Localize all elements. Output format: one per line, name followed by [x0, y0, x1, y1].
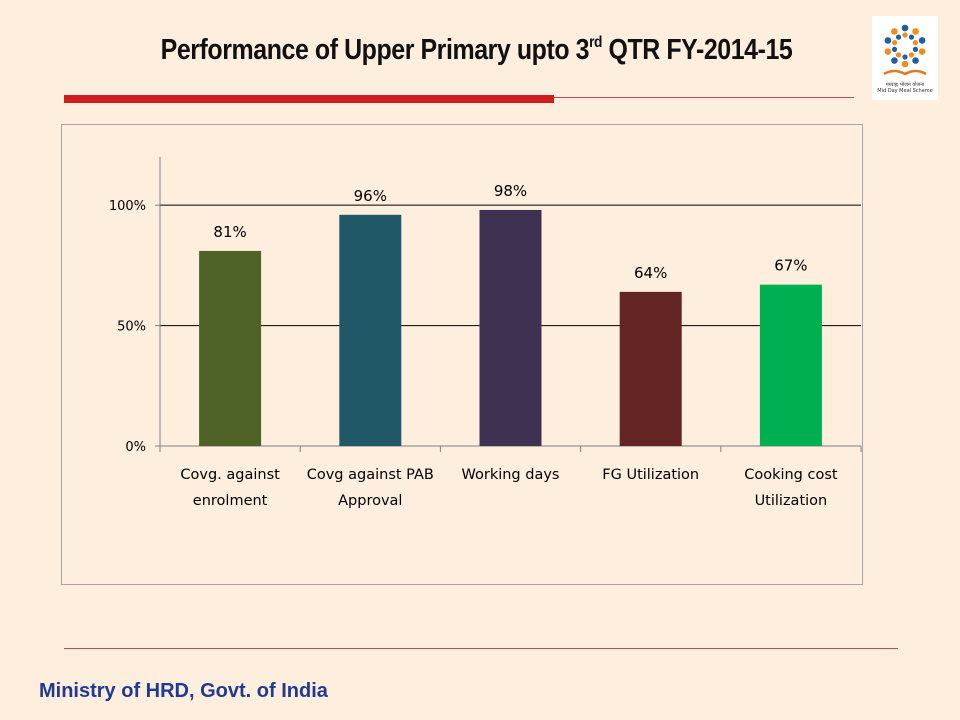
x-category-label-3: Working days [462, 467, 560, 483]
x-category-label-1: enrolment [193, 493, 268, 509]
x-category-label-2: Covg against PAB [307, 467, 434, 483]
logo-caption-hindi: मध्याह्न भोजन योजना [885, 82, 925, 88]
chart-frame [61, 124, 863, 585]
data-label-3: 98% [494, 182, 527, 200]
y-tick-label: 50% [117, 320, 146, 335]
bar-1 [199, 250, 262, 446]
x-category-label-1: Covg. against [180, 467, 280, 483]
bar-2 [339, 214, 402, 446]
bar-3 [479, 209, 542, 446]
mid-day-meal-logo: मध्याह्न भोजन योजना Mid Day Meal Scheme [872, 16, 938, 100]
mdm-emblem-icon [883, 24, 927, 76]
page-title: Performance of Upper Primary upto 3rd QT… [160, 34, 793, 66]
data-label-4: 64% [634, 264, 667, 282]
footer-ministry-text: Ministry of HRD, Govt. of India [39, 680, 328, 702]
title-underline-accent [64, 95, 554, 103]
logo-caption-english: Mid Day Meal Scheme [877, 88, 933, 94]
data-label-5: 67% [774, 257, 807, 275]
x-category-label-5: Cooking cost [744, 467, 838, 483]
bar-5 [759, 284, 822, 446]
bar-4 [619, 291, 682, 446]
data-label-2: 96% [354, 187, 387, 205]
x-category-label-4: FG Utilization [602, 467, 699, 483]
x-category-label-2: Approval [338, 493, 402, 509]
footer-divider [64, 648, 898, 649]
x-category-label-5: Utilization [755, 493, 828, 509]
y-tick-label: 0% [125, 440, 146, 455]
title-underline-rule [554, 97, 854, 98]
y-tick-label: 100% [109, 199, 146, 214]
data-label-1: 81% [213, 223, 246, 241]
